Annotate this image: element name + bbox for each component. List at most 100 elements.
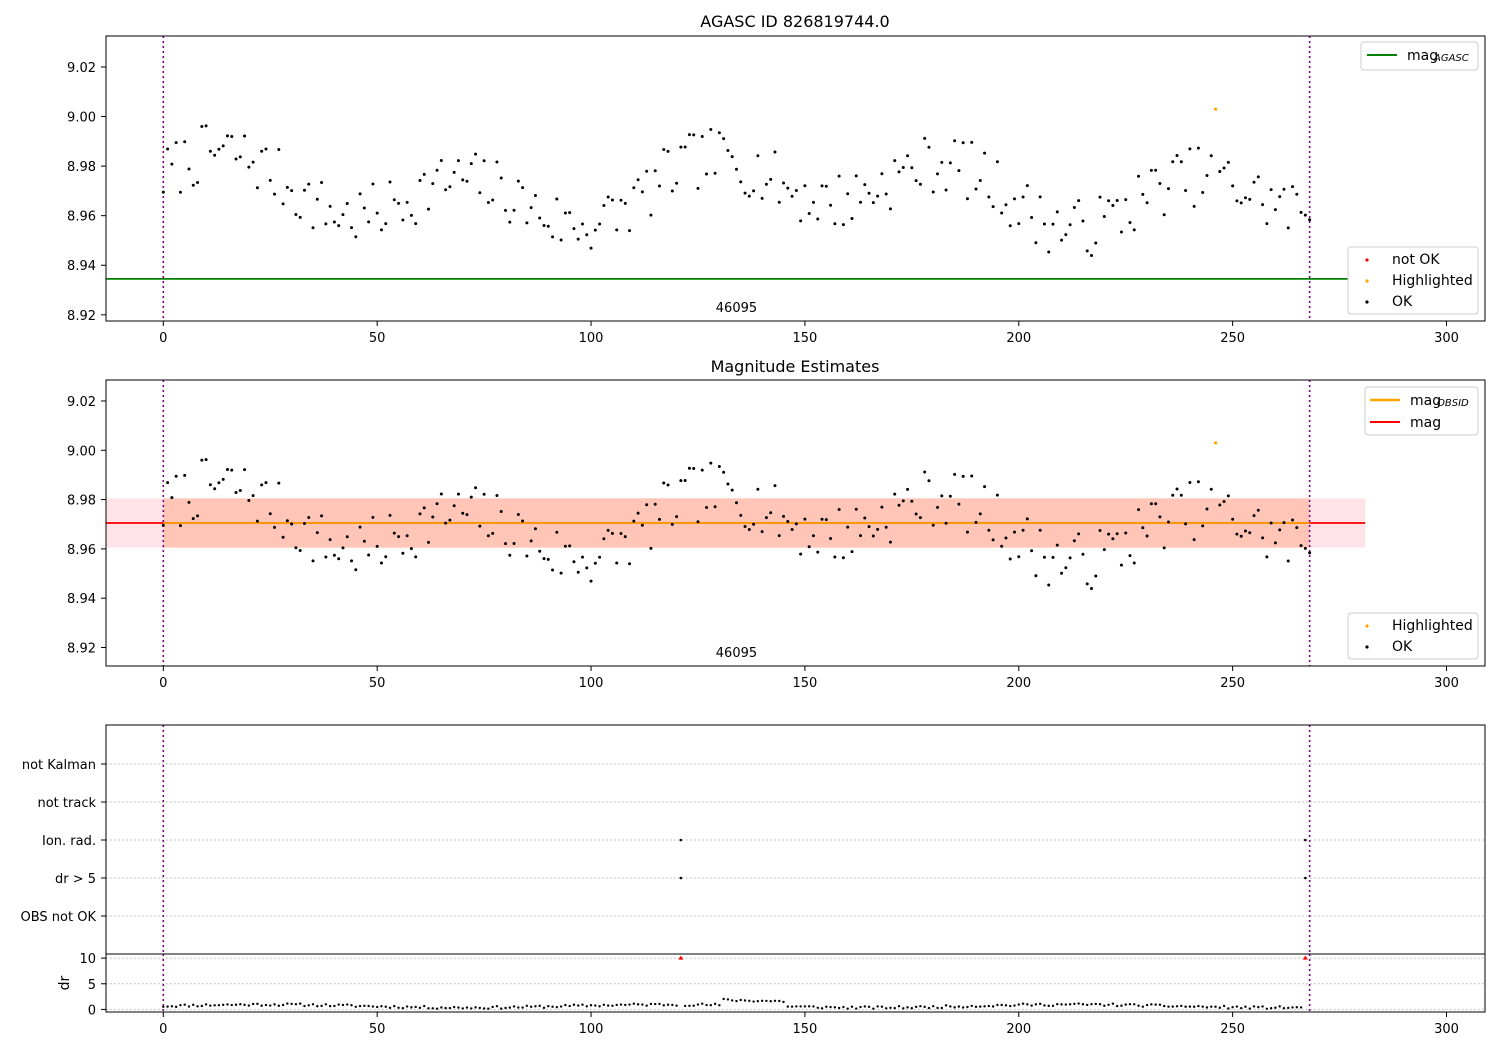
dr-point: [457, 1006, 460, 1009]
ok-point: [923, 136, 927, 140]
y-tick-label: 8.96: [67, 543, 96, 558]
ok-point: [863, 183, 867, 187]
ok-point: [1299, 544, 1303, 548]
dr-point: [1278, 1005, 1281, 1008]
ok-point: [196, 180, 200, 184]
ok-point: [1226, 494, 1230, 498]
ok-point: [456, 492, 460, 496]
ok-point: [311, 226, 315, 230]
ok-point: [166, 147, 170, 151]
dr-point: [482, 1007, 486, 1010]
ok-point: [358, 525, 362, 529]
ok-point: [709, 461, 713, 465]
ok-point: [1068, 556, 1072, 560]
ok-point: [538, 549, 542, 553]
ok-point: [491, 198, 495, 202]
ok-point: [888, 207, 892, 211]
ok-point: [1235, 199, 1239, 203]
ok-point: [469, 495, 473, 499]
ok-point: [777, 200, 781, 204]
dr-point: [1124, 1003, 1127, 1006]
panel2-plot-area: 8.92 8.94 8.96 8.98 9.00 9.02 0 50 100 150 200 250 3…: [67, 379, 1486, 691]
ok-point: [636, 511, 640, 515]
dr-point: [658, 1002, 661, 1006]
ok-point: [1064, 566, 1068, 570]
ok-point: [747, 194, 751, 198]
ok-point: [786, 519, 790, 523]
dr-point: [388, 1006, 392, 1010]
x-tick-label: 0: [159, 331, 167, 346]
ok-point: [268, 512, 272, 516]
dr-point: [833, 1006, 837, 1009]
ok-point: [786, 186, 790, 190]
ok-point: [816, 217, 820, 221]
panel1-legend-bottom: not OK Highlighted OK: [1347, 246, 1479, 315]
ok-point: [379, 228, 383, 232]
ok-point: [1128, 554, 1132, 558]
ok-point: [944, 188, 948, 192]
ok-point: [713, 505, 717, 509]
dr-point: [730, 999, 734, 1002]
ok-point: [876, 527, 880, 531]
dr-point: [196, 1005, 199, 1008]
dr-point: [872, 1007, 875, 1010]
ok-point: [670, 522, 674, 526]
ok-point: [606, 195, 610, 199]
ok-point: [957, 502, 961, 506]
dr-point: [363, 1004, 366, 1008]
ok-point: [1008, 224, 1012, 228]
dr-point: [358, 1004, 362, 1008]
dr-point: [1047, 1004, 1050, 1008]
ok-point: [290, 522, 294, 526]
ok-point: [1064, 233, 1068, 237]
dr-point: [333, 1004, 336, 1008]
ok-point: [897, 170, 901, 174]
ok-point: [1089, 253, 1093, 257]
ok-point: [884, 192, 888, 196]
ok-point: [221, 477, 225, 481]
x-tick-label: 100: [579, 676, 604, 691]
ok-point: [936, 505, 940, 509]
dr-point: [807, 1005, 811, 1008]
dr-point: [294, 1002, 298, 1006]
ok-point: [1209, 154, 1213, 158]
ok-point: [499, 176, 503, 180]
ok-point: [568, 211, 572, 215]
ok-point: [1291, 518, 1295, 522]
ok-point: [687, 466, 691, 470]
ok-point: [435, 168, 439, 172]
ok-point: [563, 544, 567, 548]
dr-point: [718, 1004, 721, 1007]
y-tick-label: 9.00: [67, 111, 96, 126]
ok-point: [161, 523, 165, 527]
ok-point: [991, 538, 995, 542]
dr-point: [354, 1005, 357, 1008]
ok-point: [422, 506, 426, 510]
ok-point: [1162, 546, 1166, 550]
dr-outlier-point: [1302, 955, 1308, 960]
ok-point: [876, 194, 880, 198]
ok-point: [602, 204, 606, 208]
ok-point: [662, 481, 666, 485]
ok-point: [705, 505, 709, 509]
ok-point: [555, 197, 559, 201]
ok-point: [418, 512, 422, 516]
ok-point: [901, 499, 905, 503]
dr-point: [752, 1000, 755, 1003]
ok-point: [1102, 548, 1106, 552]
dr-point: [683, 1004, 687, 1008]
ok-point: [1000, 544, 1004, 548]
dr-point: [226, 1003, 229, 1006]
ok-point: [910, 499, 914, 503]
legend-label: mag: [1410, 393, 1441, 409]
dr-point: [1222, 1004, 1226, 1008]
dr-point: [1295, 1006, 1298, 1009]
ok-point: [290, 189, 294, 193]
ok-point: [683, 479, 687, 483]
ok-point: [371, 515, 375, 519]
ok-point: [503, 542, 507, 546]
dr-point: [1137, 1004, 1140, 1007]
ok-point: [1034, 574, 1038, 578]
dr-point: [756, 999, 760, 1003]
